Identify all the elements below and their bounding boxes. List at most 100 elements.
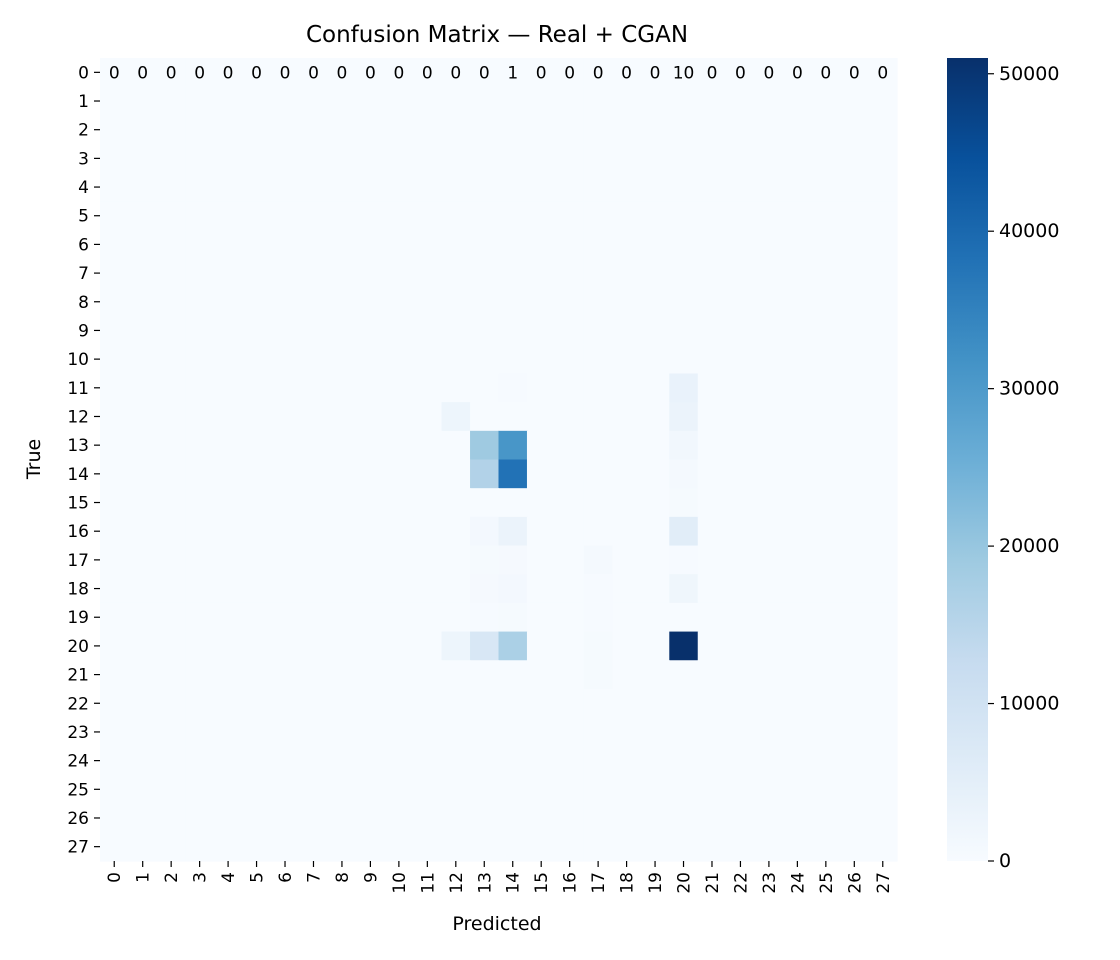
heatmap-cell (726, 172, 756, 202)
heatmap-cell (612, 230, 642, 260)
heatmap-cell (327, 688, 357, 719)
heatmap-cell (470, 58, 500, 88)
heatmap-cell (754, 115, 784, 145)
x-tick-label: 6 (276, 872, 296, 883)
heatmap-cell (697, 602, 727, 633)
heatmap-cell (213, 373, 243, 403)
heatmap-cell (526, 230, 557, 260)
heatmap-cell (526, 688, 557, 719)
colorbar (947, 58, 988, 861)
heatmap-cell (100, 316, 130, 346)
heatmap-cell (754, 58, 784, 88)
heatmap-cell (612, 660, 642, 690)
heatmap-cell (669, 115, 699, 145)
heatmap-cell (840, 230, 870, 260)
heatmap-cell (470, 201, 500, 231)
heatmap-cell (327, 144, 357, 174)
heatmap-cell (640, 373, 670, 403)
heatmap-cell (498, 545, 528, 575)
heatmap-cell (840, 86, 870, 116)
heatmap-cell (754, 660, 784, 690)
heatmap-cell (811, 201, 841, 231)
heatmap-cell (384, 344, 414, 375)
heatmap-cell (783, 58, 813, 88)
heatmap-cell (555, 602, 585, 633)
heatmap-cell (413, 373, 443, 403)
heatmap-cell (783, 688, 813, 719)
heatmap-cell (156, 746, 186, 776)
heatmap-cell (583, 344, 613, 375)
heatmap-cell (270, 488, 300, 518)
heatmap-cell (327, 115, 357, 145)
heatmap-cell (669, 516, 699, 547)
heatmap-cell (156, 832, 186, 862)
heatmap-cell (811, 631, 841, 661)
heatmap-cell (726, 86, 756, 116)
heatmap-cell (356, 574, 386, 604)
cell-value-label: 1 (507, 63, 518, 83)
heatmap-cell (526, 516, 557, 547)
heatmap-cell (356, 746, 386, 776)
x-tick-label: 14 (504, 872, 524, 894)
heatmap-cell (327, 402, 357, 432)
heatmap-cell (213, 545, 243, 575)
heatmap-cell (441, 402, 471, 432)
heatmap-cell (640, 631, 670, 661)
heatmap-cell (811, 144, 841, 174)
heatmap-cell (270, 774, 300, 805)
heatmap-cell (327, 430, 357, 461)
heatmap-cell (242, 602, 272, 633)
heatmap-cell (327, 287, 357, 317)
heatmap-cell (128, 402, 158, 432)
heatmap-cell (612, 746, 642, 776)
heatmap-cell (213, 774, 243, 805)
heatmap-cell (840, 803, 870, 833)
x-axis-label: Predicted (452, 913, 541, 935)
heatmap-cell (242, 545, 272, 575)
heatmap-cell (470, 258, 500, 289)
heatmap-cell (526, 316, 557, 346)
heatmap-cell (811, 344, 841, 375)
heatmap-cell (270, 430, 300, 461)
heatmap-cell (100, 58, 130, 88)
heatmap-cell (669, 602, 699, 633)
y-tick-label: 14 (67, 465, 89, 485)
x-tick-label: 18 (618, 872, 638, 894)
heatmap-cell (640, 86, 670, 116)
heatmap-cell (100, 459, 130, 489)
heatmap-cell (612, 316, 642, 346)
heatmap-cell (299, 316, 329, 346)
x-tick-label: 17 (589, 872, 609, 894)
heatmap-cell (811, 832, 841, 862)
heatmap-cell (156, 602, 186, 633)
heatmap-cell (526, 774, 557, 805)
heatmap-cell (526, 746, 557, 776)
heatmap-cell (840, 316, 870, 346)
heatmap-cell (868, 516, 898, 547)
heatmap-cell (583, 373, 613, 403)
heatmap-cell (441, 746, 471, 776)
heatmap-cell (555, 574, 585, 604)
heatmap-cell (840, 832, 870, 862)
heatmap-cell (213, 201, 243, 231)
heatmap-cell (669, 545, 699, 575)
heatmap-cell (384, 774, 414, 805)
cell-value-label: 0 (650, 63, 661, 83)
heatmap-cell (840, 144, 870, 174)
heatmap-cell (526, 115, 557, 145)
heatmap-cell (270, 602, 300, 633)
heatmap-cell (299, 488, 329, 518)
heatmap-cell (811, 287, 841, 317)
heatmap-cell (384, 115, 414, 145)
heatmap-cell (327, 201, 357, 231)
heatmap-cell (583, 602, 613, 633)
heatmap-cells (100, 58, 898, 862)
cell-value-label: 0 (735, 63, 746, 83)
heatmap-cell (555, 660, 585, 690)
heatmap-cell (270, 402, 300, 432)
heatmap-cell (185, 459, 215, 489)
heatmap-cell (156, 115, 186, 145)
heatmap-cell (242, 144, 272, 174)
heatmap-cell (868, 803, 898, 833)
heatmap-cell (498, 201, 528, 231)
